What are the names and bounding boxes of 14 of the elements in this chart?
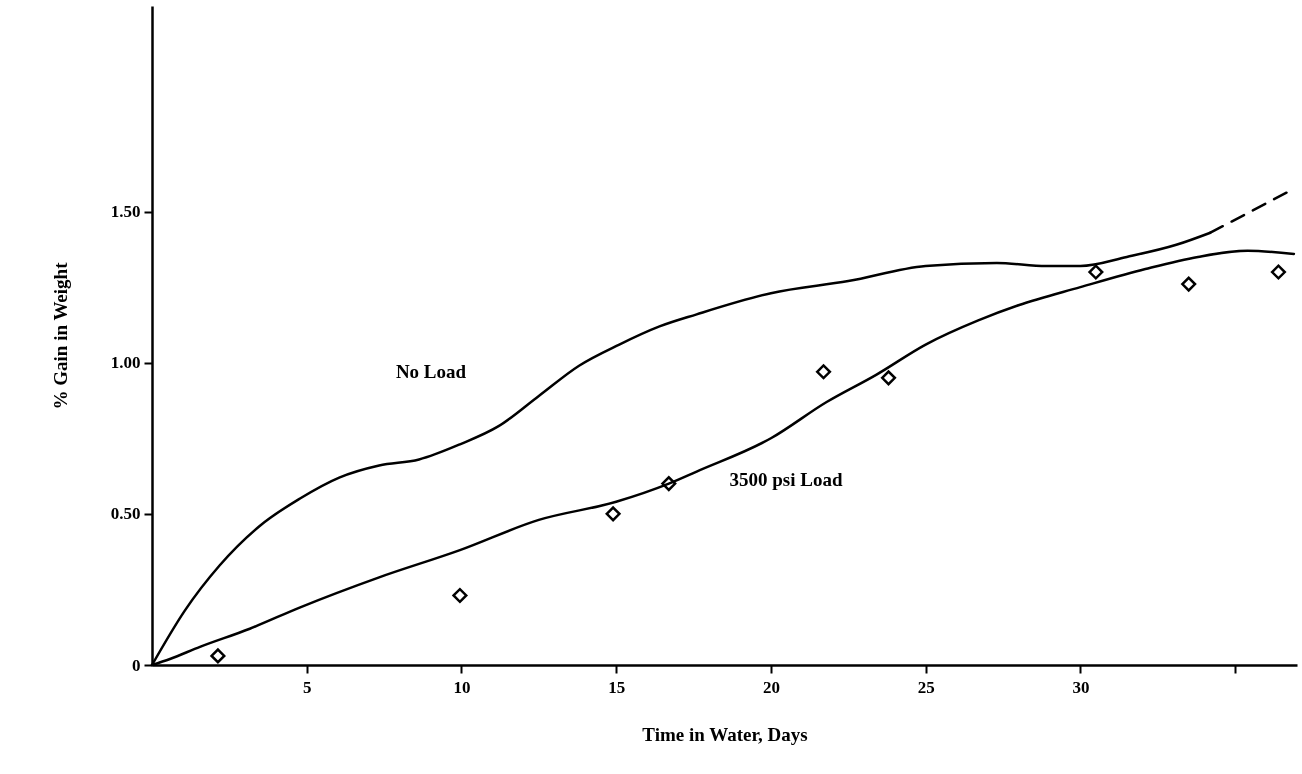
x-axis-title: Time in Water, Days [642, 723, 808, 745]
y-tick-label: 0.50 [110, 504, 141, 524]
x-tick-label: 20 [762, 677, 780, 697]
x-tick-label: 30 [1072, 677, 1090, 697]
annotation: 3500 psi Load [729, 469, 843, 490]
x-tick-label: 25 [917, 677, 935, 697]
y-axis-title: % Gain in Weight [49, 261, 71, 410]
y-tick-label: 1.00 [110, 353, 141, 373]
x-tick-label: 10 [453, 677, 471, 697]
annotation: No Load [395, 361, 467, 382]
x-tick-label: 5 [302, 677, 312, 697]
x-tick-label: 15 [608, 677, 626, 697]
y-tick-label: 0 [132, 655, 141, 675]
y-tick-label: 1.50 [110, 202, 141, 222]
